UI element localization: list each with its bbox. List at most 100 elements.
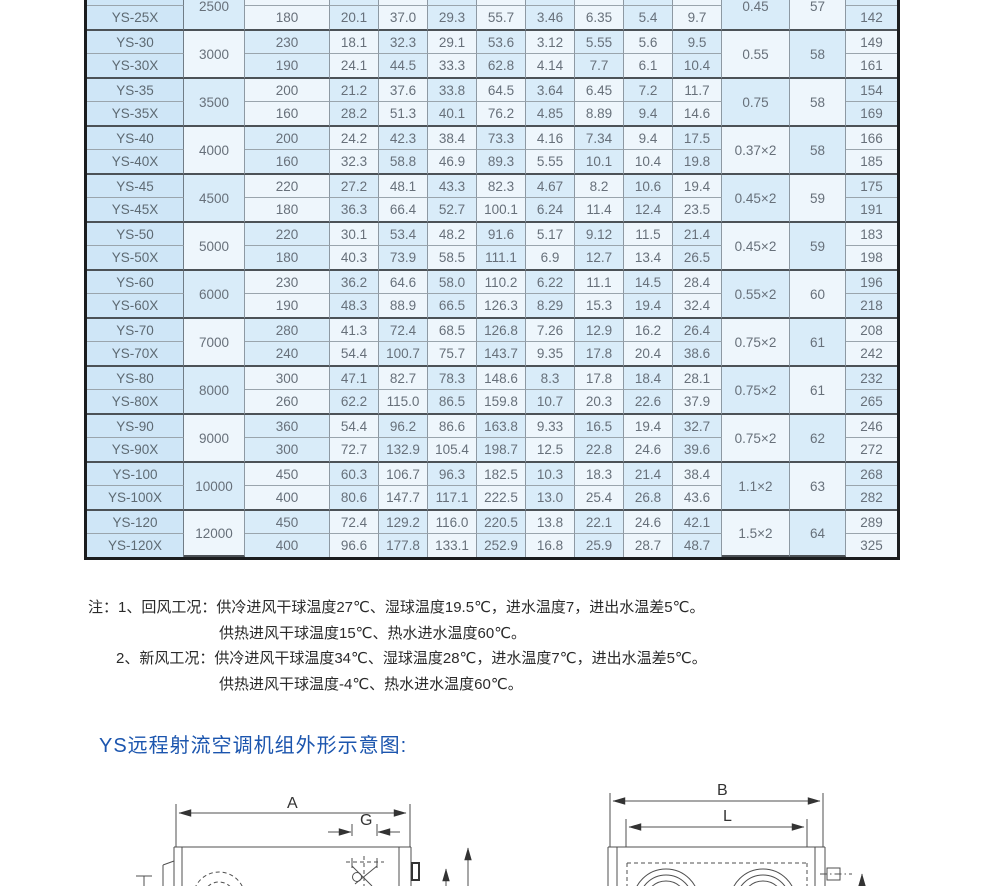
airflow-cell: 12000 [184,511,245,557]
value-cell: 133.1 [428,534,477,557]
dim-label-b: B [717,782,728,799]
weight-cell: 242 [846,342,897,367]
value-cell: 66.5 [428,294,477,319]
table-row: YS-35 3500 200 21.2 37.6 33.8 64.5 3.64 6.45 7.2 1… [87,79,897,127]
value-cell: 73.3 [477,127,526,150]
flow-cell: 400 [245,534,330,557]
model-cell: YS-60X [87,294,184,319]
noise-cell: 64 [790,511,846,557]
model-cell: YS-50X [87,246,184,271]
airflow-cell: 3000 [184,31,245,79]
value-cell: 37.6 [379,79,428,102]
noise-cell: 61 [790,319,846,367]
value-cell: 80.6 [330,486,379,511]
value-cell: 22.1 [575,511,624,534]
flow-cell: 260 [245,390,330,415]
table-row: YS-70 7000 280 41.3 72.4 68.5 126.8 7.26 12.9 16.… [87,319,897,367]
value-cell: 96.3 [428,463,477,486]
table-row: YS-120 12000 450 72.4 129.2 116.0 220.5 13.8 22.… [87,511,897,557]
value-cell: 55.7 [477,6,526,31]
flow-cell: 190 [245,54,330,79]
power-cell: 0.37×2 [722,127,790,175]
noise-cell: 63 [790,463,846,511]
value-cell: 5.6 [624,31,673,54]
flow-cell: 200 [245,127,330,150]
dim-label-g: G [360,812,372,829]
airflow-cell: 4000 [184,127,245,175]
table-row: YS-90X 300 72.7 132.9 105.4 198.7 12.5 22.8 24.6… [87,438,897,463]
value-cell: 13.0 [526,486,575,511]
airflow-cell: 8000 [184,367,245,415]
note-line: 供热进风干球温度15℃、热水进水温度60℃。 [219,624,527,642]
value-cell: 100.7 [379,342,428,367]
value-cell: 36.3 [330,198,379,223]
value-cell: 111.1 [477,246,526,271]
value-cell: 8.3 [526,367,575,390]
weight-cell: 169 [846,102,897,127]
value-cell: 20.1 [330,6,379,31]
model-cell: YS-100 [87,463,184,486]
value-cell: 73.9 [379,246,428,271]
value-cell: 36.2 [330,271,379,294]
value-cell: 53.4 [379,223,428,246]
value-cell: 182.5 [477,463,526,486]
value-cell: 11.5 [624,223,673,246]
value-cell: 28.7 [624,534,673,557]
value-cell: 64.6 [379,271,428,294]
weight-cell: 265 [846,390,897,415]
value-cell: 66.4 [379,198,428,223]
power-cell: 0.45×2 [722,223,790,271]
value-cell: 24.2 [330,127,379,150]
weight-cell: 166 [846,127,897,150]
table-row: YS-70X 240 54.4 100.7 75.7 143.7 9.35 17.8 20.4 3… [87,342,897,367]
value-cell: 10.3 [526,463,575,486]
power-cell: 0.55×2 [722,271,790,319]
value-cell: 38.6 [673,342,722,367]
weight-cell: 149 [846,31,897,54]
value-cell: 62.2 [330,390,379,415]
value-cell: 64.5 [477,79,526,102]
weight-cell: 191 [846,198,897,223]
model-cell: YS-50 [87,223,184,246]
value-cell: 20.3 [575,390,624,415]
power-cell: 0.45×2 [722,175,790,223]
noise-cell: 62 [790,415,846,463]
weight-cell: 218 [846,294,897,319]
spec-table: 2500 0.45 57 YS-25X 180 20.1 37.0 29.3 55.7 3.46 6… [84,0,900,560]
value-cell: 11.7 [673,79,722,102]
value-cell: 32.4 [673,294,722,319]
unit-outline-svg: A G [136,782,866,886]
value-cell: 33.8 [428,79,477,102]
weight-cell: 272 [846,438,897,463]
value-cell: 14.5 [624,271,673,294]
value-cell: 5.4 [624,6,673,31]
table-row: YS-30X 190 24.1 44.5 33.3 62.8 4.14 7.7 6.1 10.4 1… [87,54,897,79]
value-cell: 46.9 [428,150,477,175]
value-cell: 5.17 [526,223,575,246]
value-cell: 18.3 [575,463,624,486]
value-cell: 82.3 [477,175,526,198]
flow-cell: 180 [245,246,330,271]
value-cell: 38.4 [428,127,477,150]
weight-cell: 289 [846,511,897,534]
value-cell: 62.8 [477,54,526,79]
flow-cell [245,0,330,6]
right-unit-drawing: B L [607,782,866,886]
value-cell: 37.0 [379,6,428,31]
fan-circle [195,871,243,886]
value-cell [673,0,722,6]
value-cell: 126.8 [477,319,526,342]
model-cell: YS-120X [87,534,184,557]
flow-cell: 280 [245,319,330,342]
value-cell: 19.8 [673,150,722,175]
weight-cell: 325 [846,534,897,557]
table-row: YS-40 4000 200 24.2 42.3 38.4 73.3 4.16 7.34 9.4 1… [87,127,897,175]
model-cell: YS-35X [87,102,184,127]
weight-cell: 154 [846,79,897,102]
table-row: YS-100 10000 450 60.3 106.7 96.3 182.5 10.3 18.3… [87,463,897,511]
value-cell: 28.1 [673,367,722,390]
value-cell: 8.2 [575,175,624,198]
value-cell: 19.4 [624,415,673,438]
value-cell: 54.4 [330,415,379,438]
value-cell: 60.3 [330,463,379,486]
